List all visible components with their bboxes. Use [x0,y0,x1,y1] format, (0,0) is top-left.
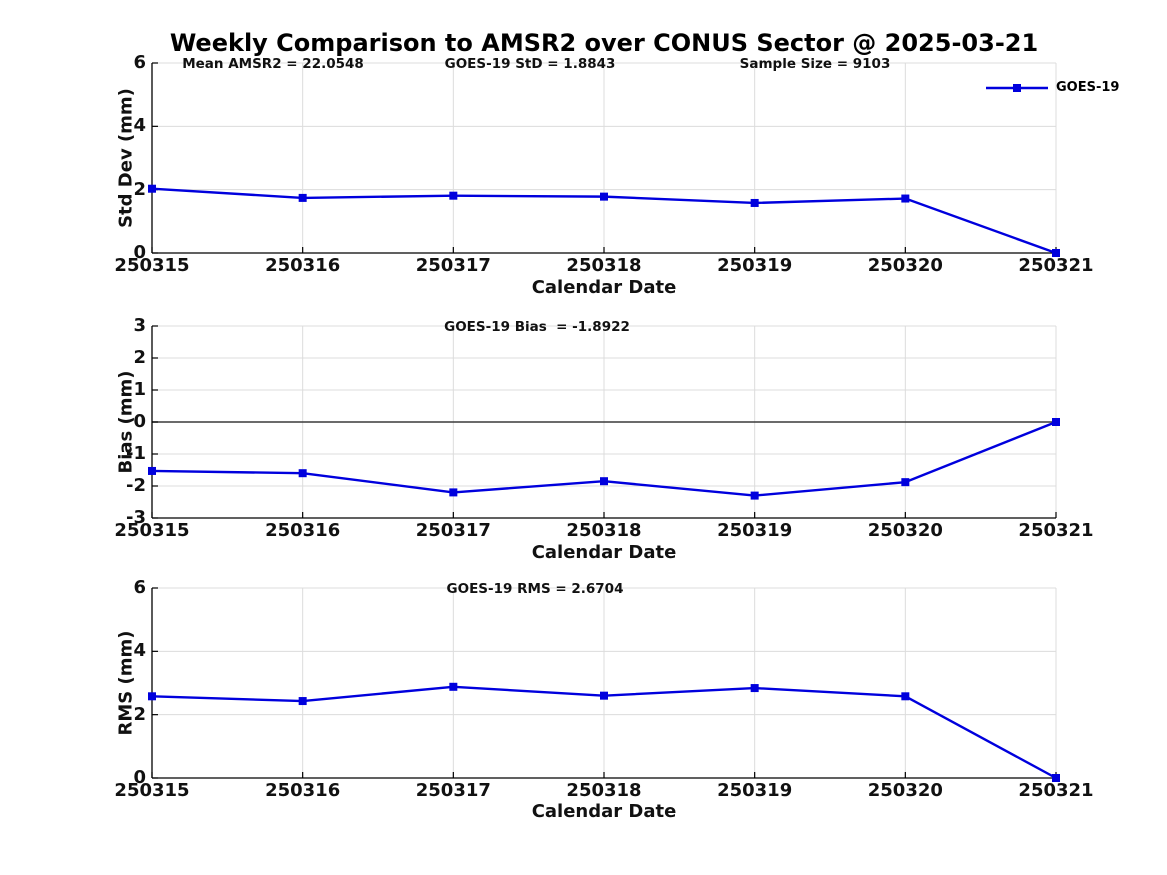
x-tick-label: 250316 [265,780,341,801]
data-point-marker [901,478,910,487]
x-tick-label: 250319 [717,255,793,276]
figure-title: Weekly Comparison to AMSR2 over CONUS Se… [169,29,1039,57]
x-tick-label: 250317 [415,780,491,801]
x-tick-label: 250321 [1018,520,1094,541]
x-tick-label: 250316 [265,255,341,276]
y-tick-label: 2 [133,703,146,725]
data-point-marker [449,682,458,691]
xlabel-calendar-date-2: Calendar Date [531,542,677,563]
data-point-marker [148,466,156,475]
x-tick-label: 250320 [867,780,943,801]
x-tick-label: 250318 [566,255,642,276]
data-point-marker [449,191,458,200]
data-point-marker [901,194,910,203]
data-point-marker [298,469,307,478]
y-tick-label: 2 [133,347,146,368]
data-point-marker [148,692,156,701]
x-tick-label: 250318 [566,780,642,801]
data-point-marker [1052,774,1060,782]
legend-line-sample [986,84,1048,92]
data-point-marker [600,477,608,486]
legend: GOES-19 [985,80,1119,96]
y-tick-label: 0 [133,242,146,263]
y-tick-label: -2 [126,475,146,496]
data-point-marker [148,184,156,193]
data-point-marker [750,491,759,500]
x-tick-label: 250319 [717,780,793,801]
y-tick-label: 3 [133,315,146,336]
data-point-marker [449,488,458,497]
annotation-sample-size: Sample Size = 9103 [739,56,891,72]
y-tick-label: -3 [126,507,146,528]
data-point-marker [1052,249,1060,257]
legend-label: GOES-19 [1056,80,1120,95]
x-tick-label: 250315 [114,520,190,541]
x-tick-label: 250321 [1018,780,1094,801]
x-tick-label: 250315 [114,780,190,801]
data-point-marker [1052,418,1060,426]
ylabel-std-dev: Std Dev (mm) [115,88,137,228]
y-tick-label: 6 [133,52,146,73]
y-tick-label: 4 [133,115,146,137]
data-point-marker [600,192,608,201]
data-point-marker [298,193,307,202]
y-tick-label: 4 [133,640,146,662]
data-point-marker [750,684,759,693]
data-point-marker [600,691,608,700]
y-tick-label: 2 [133,178,146,200]
x-tick-label: 250318 [566,520,642,541]
xlabel-calendar-date-1: Calendar Date [531,277,677,298]
x-tick-label: 250320 [867,520,943,541]
x-tick-label: 250320 [867,255,943,276]
data-point-marker [750,198,759,207]
y-tick-label: 0 [133,767,146,788]
x-tick-label: 250317 [415,520,491,541]
y-tick-label: 1 [133,379,146,400]
annotation-goes19-bias: GOES-19 Bias = -1.8922 [444,319,630,335]
xlabel-calendar-date-3: Calendar Date [531,801,677,822]
y-tick-label: 6 [133,577,146,598]
x-tick-label: 250316 [265,520,341,541]
annotation-goes19-rms: GOES-19 RMS = 2.6704 [446,581,624,597]
x-tick-label: 250315 [114,255,190,276]
y-tick-label: -1 [126,443,146,464]
x-tick-label: 250321 [1018,255,1094,276]
data-point-marker [298,697,307,706]
annotation-goes19-std: GOES-19 StD = 1.8843 [444,56,616,72]
x-tick-label: 250319 [717,520,793,541]
annotation-mean-amsr2: Mean AMSR2 = 22.0548 [182,56,364,72]
y-tick-label: 0 [133,411,146,432]
x-tick-label: 250317 [415,255,491,276]
data-point-marker [901,692,910,701]
legend-square-marker-icon [1013,84,1021,92]
